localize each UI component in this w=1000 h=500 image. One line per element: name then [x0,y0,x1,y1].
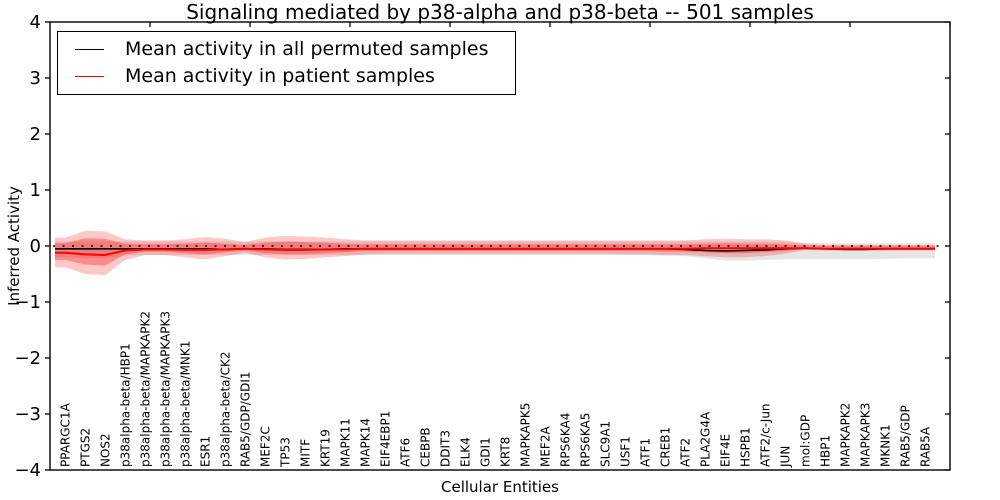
x-category-label: MEF2C [259,426,273,467]
x-category-label: PTGS2 [79,428,93,467]
y-tick-label: 4 [30,12,41,33]
x-category-label: MAPK14 [359,418,373,467]
x-category-label: CREB1 [659,427,673,467]
y-axis-ticks: 4 3 2 1 0 −1 −2 −3 −4 [14,12,950,481]
x-category-label: EIF4EBP1 [379,411,393,467]
x-category-label: ELK4 [459,437,473,467]
y-tick-label: −3 [14,404,41,425]
band-permuted-samples-range [55,241,935,261]
y-tick-label: −1 [14,292,41,313]
y-tick-label: 3 [30,68,41,89]
x-category-label: MKNK1 [879,424,893,467]
x-category-label: MAPKAPK2 [839,403,853,467]
legend-line-sample-red [75,76,104,77]
x-category-label: ATF1 [639,438,653,467]
x-category-label: MAPK11 [339,418,353,467]
x-category-label: p38alpha-beta/MNK1 [179,341,193,467]
x-category-label: NOS2 [99,433,113,467]
x-axis-label: Cellular Entities [441,478,559,496]
band-patient-samples-range-inner [55,238,935,266]
x-category-label: RAB5/GDP [899,405,913,467]
x-category-label: p38alpha-beta/HBP1 [119,343,133,467]
x-category-label: TP53 [279,437,293,468]
x-category-label: HSPB1 [739,427,753,467]
x-category-label: HBP1 [819,435,833,467]
y-tick-label: 0 [30,236,41,257]
x-category-label: RAB5/GDP/GDI1 [239,371,253,467]
x-category-label: MAPKAPK5 [519,403,533,467]
x-category-label: CEBPB [419,427,433,467]
legend-label-permuted: Mean activity in all permuted samples [125,38,489,60]
y-tick-label: 2 [30,124,41,145]
x-category-label: ATF6 [399,438,413,467]
x-category-label: RPS6KA4 [559,413,573,467]
chart-title: Signaling mediated by p38-alpha and p38-… [186,0,814,24]
y-tick-label: −4 [14,460,41,481]
x-category-label: PLA2G4A [699,411,713,467]
band-patient-samples-range-outer [55,230,935,276]
x-category-label: PPARGC1A [59,402,73,467]
x-category-label: RAB5A [919,426,933,467]
legend-label-patient: Mean activity in patient samples [125,65,435,87]
x-category-label: mol:GDP [799,415,813,467]
x-category-label: MITF [299,439,313,467]
y-tick-label: −2 [14,348,41,369]
x-category-label: EIF4E [719,434,733,467]
x-category-label: SLC9A1 [599,421,613,467]
y-axis-label: Inferred Activity [5,186,23,306]
legend-line-sample-black [75,49,104,50]
x-category-label: p38alpha-beta/MAPKAPK2 [139,311,153,467]
x-category-label: p38alpha-beta/CK2 [219,352,233,467]
x-category-label: KRT19 [319,429,333,467]
x-category-label: ESR1 [199,436,213,467]
x-category-label: RPS6KA5 [579,413,593,467]
x-category-label: DDIT3 [439,430,453,467]
x-category-label: USF1 [619,436,633,467]
series-line-patient [55,247,935,257]
x-category-label: MEF2A [539,426,553,467]
x-category-label: KRT8 [499,437,513,467]
x-category-label: ATF2 [679,438,693,467]
x-category-label: ATF2/c-Jun [759,403,773,467]
x-category-label: GDI1 [479,437,493,467]
x-category-label: p38alpha-beta/MAPKAPK3 [159,311,173,467]
legend-item-patient: Mean activity in patient samples [75,67,515,86]
legend: Mean activity in all permuted samples Me… [57,31,516,95]
top-axis-ticks [149,22,951,27]
x-category-label: MAPKAPK3 [859,403,873,467]
legend-item-permuted: Mean activity in all permuted samples [75,40,515,59]
x-category-label: JUN [779,446,793,468]
x-category-labels: PPARGC1A PTGS2 NOS2 p38alpha-beta/HBP1 p38al… [59,311,933,468]
y-tick-label: 1 [30,180,41,201]
